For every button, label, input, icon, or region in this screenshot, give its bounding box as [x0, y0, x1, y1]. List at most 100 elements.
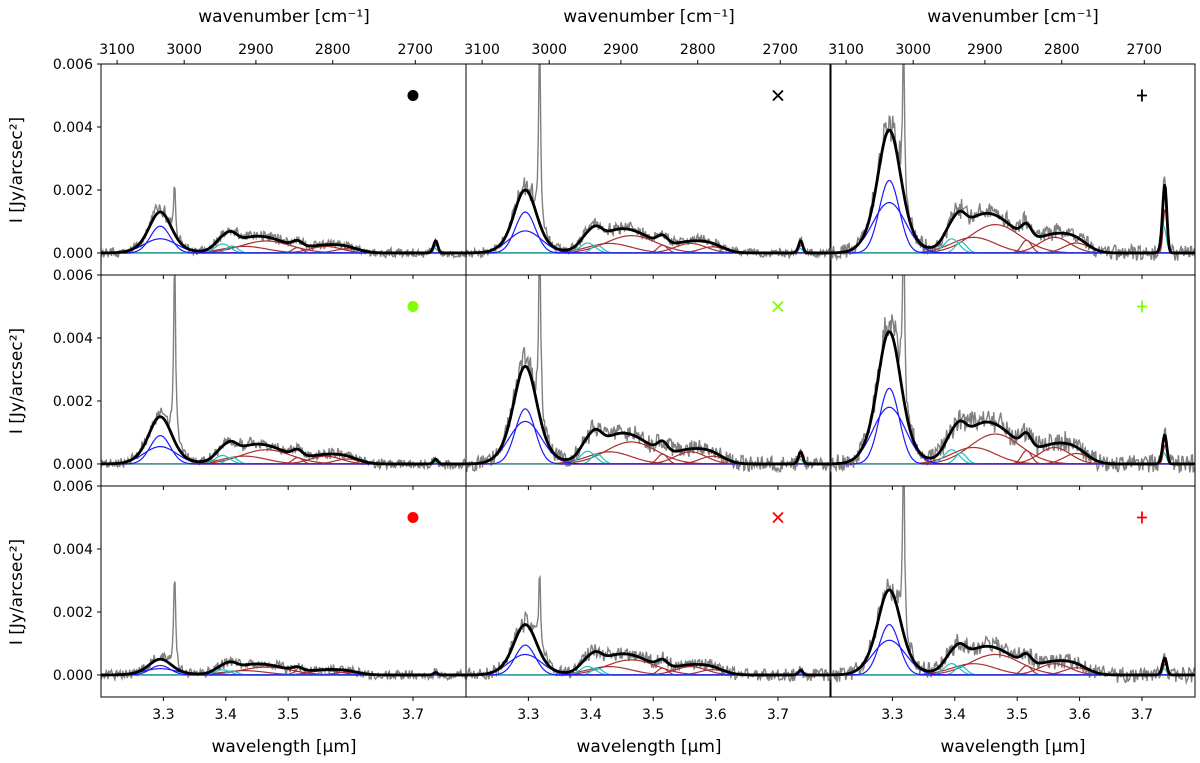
x-tick-label: 3.3	[517, 707, 539, 723]
observed-spectrum	[101, 581, 466, 683]
observed-spectrum	[830, 64, 1195, 262]
panel-frame	[465, 63, 832, 276]
top-tick-label: 3100	[464, 42, 500, 58]
ylabel-row2: I [Jy/arcsec²]	[7, 328, 27, 434]
panel-r2-c3	[829, 274, 1196, 490]
feature-340-component	[830, 452, 1195, 465]
total-fit	[101, 657, 466, 677]
x-tick-label: 3.5	[1006, 707, 1028, 723]
panel-r2-c2	[465, 274, 832, 490]
x-tick-label: 3.3	[881, 707, 903, 723]
plateau-component	[830, 446, 1195, 465]
total-fit	[466, 364, 831, 466]
y-tick-label: 0.004	[53, 542, 93, 558]
plateau-component	[830, 449, 1195, 465]
marker-dot	[407, 89, 419, 101]
top-xlabel-col2: wavenumber [cm⁻¹]	[563, 7, 735, 27]
y-tick-label: 0.006	[53, 479, 93, 495]
panel-plot-area	[466, 574, 831, 683]
y-tick-label: 0.006	[53, 268, 93, 284]
top-tick-label: 3100	[828, 42, 864, 58]
marker-plus	[1136, 300, 1147, 313]
feature-340-component	[830, 452, 1195, 465]
feature-329-narrow-component	[830, 387, 1195, 465]
total-fit	[830, 128, 1195, 255]
feature-329-narrow-component	[830, 179, 1195, 254]
y-tick-label: 0.002	[53, 183, 93, 199]
panel-r1-c2: 3100 3000 2900 2800 2700	[464, 42, 832, 279]
panel-frame	[465, 485, 832, 698]
panel-plot-area	[830, 64, 1195, 262]
panel-r3-c3: 3.3 3.4 3.5 3.6 3.7	[829, 485, 1196, 723]
plateau-component	[466, 451, 831, 465]
observed-spectrum	[101, 186, 466, 259]
top-tick-label: 3000	[166, 42, 202, 58]
x-tick-label: 3.7	[767, 707, 789, 723]
panel-plot-area	[101, 186, 466, 259]
marker-x	[772, 89, 784, 102]
panel-frame	[465, 274, 832, 487]
total-fit	[101, 210, 466, 255]
xlabel-col1: wavelength [μm]	[211, 737, 356, 757]
x-tick-label: 3.6	[704, 707, 726, 723]
panel-r1-c3: 3100 3000 2900 2800 2700	[828, 42, 1196, 279]
x-tick-label: 3.7	[402, 707, 424, 723]
marker-x	[772, 300, 784, 313]
panel-plot-area	[830, 275, 1195, 474]
top-xlabel-col3: wavenumber [cm⁻¹]	[927, 7, 1099, 27]
total-fit	[101, 415, 466, 466]
top-tick-label: 3100	[99, 42, 135, 58]
x-tick-label: 3.6	[1068, 707, 1090, 723]
feature-340-component	[466, 453, 831, 465]
x-tick-label: 3.7	[1131, 707, 1153, 723]
x-tick-label: 3.5	[642, 707, 664, 723]
x-tick-label: 3.6	[339, 707, 361, 723]
y-tick-label: 0.000	[53, 668, 93, 684]
top-tick-label: 2800	[315, 42, 351, 58]
feature-340-component	[830, 449, 1195, 465]
top-tick-label: 2700	[762, 42, 798, 58]
feature-329-narrow-component	[830, 623, 1195, 676]
panel-plot-area	[466, 275, 831, 474]
panel-r3-c2: 3.3 3.4 3.5 3.6 3.7	[465, 485, 832, 723]
x-tick-label: 3.3	[152, 707, 174, 723]
total-fit	[466, 623, 831, 677]
panel-frame	[829, 485, 1196, 698]
top-tick-label: 2800	[680, 42, 716, 58]
marker-plus	[1136, 89, 1147, 102]
y-tick-label: 0.000	[53, 457, 93, 473]
xlabel-col2: wavelength [μm]	[576, 737, 721, 757]
top-tick-label: 2800	[1044, 42, 1080, 58]
x-tick-label: 3.4	[580, 707, 602, 723]
x-tick-label: 3.4	[215, 707, 237, 723]
y-tick-label: 0.004	[53, 120, 93, 136]
ylabel-row1: I [Jy/arcsec²]	[7, 117, 27, 223]
panel-plot-area	[101, 581, 466, 683]
panel-plot-area	[466, 64, 831, 260]
panel-r1-c1: 3100 3000 2900 2800 2700 0.000 0.002 0.004 0.006	[53, 42, 467, 279]
marker-dot	[407, 511, 419, 523]
feature-329-narrow-component	[466, 211, 831, 254]
ylabel-row3: I [Jy/arcsec²]	[7, 539, 27, 645]
plateau-component	[830, 446, 1195, 465]
x-tick-label: 3.4	[944, 707, 966, 723]
panel-plot-area	[830, 486, 1195, 686]
panel-r2-c1: 0.000 0.002 0.004 0.006	[53, 268, 467, 490]
marker-plus	[1136, 511, 1147, 524]
y-tick-label: 0.006	[53, 57, 93, 73]
plateau-component	[466, 453, 831, 465]
top-tick-label: 2700	[1126, 42, 1162, 58]
top-tick-label: 2900	[603, 42, 639, 58]
marker-x	[772, 511, 784, 524]
observed-spectrum	[466, 64, 831, 260]
observed-spectrum	[466, 275, 831, 474]
xlabel-col3: wavelength [μm]	[940, 737, 1085, 757]
top-tick-label: 2700	[397, 42, 433, 58]
y-tick-label: 0.000	[53, 246, 93, 262]
panels-layer: 3100 3000 2900 2800 2700 0.000 0.002 0.004 0.006…	[53, 42, 1196, 723]
observed-spectrum	[830, 486, 1195, 686]
top-tick-label: 3000	[531, 42, 567, 58]
top-tick-label: 3000	[895, 42, 931, 58]
total-fit	[466, 188, 831, 255]
